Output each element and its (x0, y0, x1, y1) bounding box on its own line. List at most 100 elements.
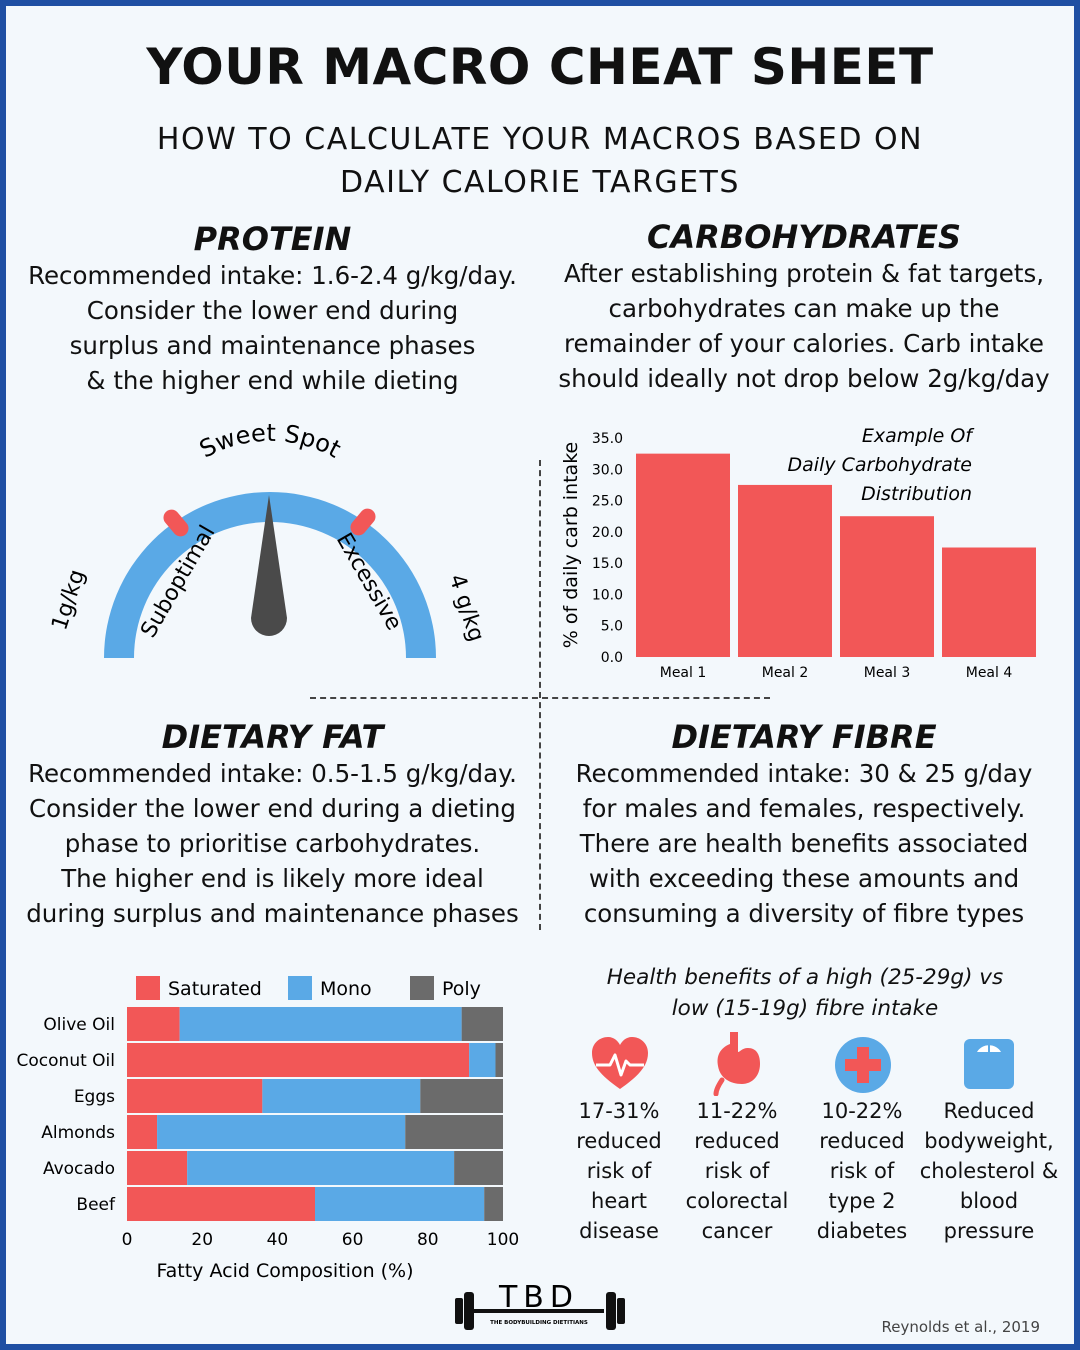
gauge-marker-left (163, 509, 189, 537)
fat-bar-segment (315, 1187, 485, 1221)
scale-icon (964, 1039, 1014, 1089)
carb-chart-title-line: Example Of (862, 425, 975, 447)
dietary-fibre-line: with exceeding these amounts and (588, 864, 1020, 893)
fat-chart-xtick: 60 (342, 1230, 364, 1250)
fat-chart-category: Beef (76, 1195, 116, 1215)
carbohydrates-section: CARBOHYDRATES After establishing protein… (548, 218, 1060, 396)
carb-bar (942, 547, 1036, 657)
protein-line: & the higher end while dieting (86, 366, 459, 395)
dietary-fat-line: The higher end is likely more ideal (61, 864, 484, 893)
gauge-sweet-spot-label: Sweet Spot (195, 420, 345, 464)
fat-bar-segment (405, 1115, 503, 1149)
fat-chart-xlabel: Fatty Acid Composition (%) (156, 1260, 413, 1282)
fibre-benefits-title: Health benefits of a high (25-29g) vs lo… (560, 962, 1050, 1024)
benefit-diabetes: 10-22% reduced risk of type 2 diabetes (803, 1096, 921, 1246)
fat-chart-xtick: 80 (417, 1230, 439, 1250)
benefit-line: reduced (694, 1129, 780, 1153)
carb-chart-ytick: 25.0 (592, 494, 623, 510)
carb-chart-xtick: Meal 1 (660, 665, 707, 681)
dietary-fat-text: Recommended intake: 0.5-1.5 g/kg/day. Co… (20, 756, 525, 931)
fat-chart-category: Eggs (74, 1087, 115, 1107)
benefit-colorectal: 11-22% reduced risk of colorectal cancer (678, 1096, 796, 1246)
benefit-line: reduced (819, 1129, 905, 1153)
dietary-fibre-line: There are health benefits associated (579, 829, 1029, 858)
benefit-line: blood (959, 1189, 1019, 1213)
benefit-line: diabetes (816, 1219, 908, 1243)
fat-chart-xtick: 40 (267, 1230, 289, 1250)
fat-bar-segment (469, 1043, 496, 1077)
subtitle-line: DAILY CALORIE TARGETS (340, 165, 740, 200)
fat-chart-category: Olive Oil (43, 1015, 115, 1035)
fat-chart-xtick: 0 (122, 1230, 133, 1250)
dietary-fibre-text: Recommended intake: 30 & 25 g/day for ma… (548, 756, 1060, 931)
dietary-fat-heading: DIETARY FAT (161, 718, 384, 756)
fat-bar-segment (157, 1115, 406, 1149)
logo-text: TBD (498, 1280, 579, 1315)
benefit-line: pressure (943, 1219, 1035, 1243)
benefit-line: colorectal (685, 1189, 789, 1213)
fat-chart-xtick: 100 (487, 1230, 519, 1250)
benefit-line: risk of (829, 1159, 895, 1183)
fat-chart-xtick: 20 (191, 1230, 213, 1250)
dietary-fat-line: Consider the lower end during a dieting (29, 794, 516, 823)
gauge-left-end: 1g/kg (47, 567, 90, 634)
protein-line: Recommended intake: 1.6-2.4 g/kg/day. (28, 261, 517, 290)
fat-bar-segment (187, 1151, 455, 1185)
benefit-line: 17-31% (578, 1099, 660, 1123)
dietary-fibre-section: DIETARY FIBRE Recommended intake: 30 & 2… (548, 718, 1060, 931)
fat-chart-category: Almonds (41, 1123, 115, 1143)
page-title: YOUR MACRO CHEAT SHEET (146, 38, 934, 96)
dietary-fat-line: Recommended intake: 0.5-1.5 g/kg/day. (28, 759, 517, 788)
logo-subtext: THE BODYBUILDING DIETITIANS (490, 1320, 588, 1326)
fat-bar-segment (454, 1151, 503, 1185)
benefit-line: Reduced (943, 1099, 1035, 1123)
tbd-logo: TBD THE BODYBUILDING DIETITIANS (455, 1280, 625, 1330)
fat-chart-category: Coconut Oil (17, 1051, 115, 1071)
carb-chart-ytick: 15.0 (592, 556, 623, 572)
carb-chart-xtick: Meal 2 (762, 665, 809, 681)
carbohydrates-line: carbohydrates can make up the (608, 294, 1000, 323)
protein-line: surplus and maintenance phases (69, 331, 476, 360)
dietary-fat-line: phase to prioritise carbohydrates. (64, 829, 481, 858)
fat-legend-swatch (410, 976, 434, 1000)
fat-bar-segment (461, 1007, 503, 1041)
carb-bar (840, 516, 934, 657)
fat-legend-swatch (136, 976, 160, 1000)
benefit-line: 11-22% (696, 1099, 778, 1123)
benefit-line: cholesterol & (919, 1159, 1059, 1183)
fat-legend-label: Mono (320, 978, 372, 1000)
protein-gauge: Sweet Spot 1g/kg 4 g/kg Suboptimal Exces… (47, 420, 489, 658)
carbohydrates-text: After establishing protein & fat targets… (548, 256, 1060, 396)
carb-chart-xtick: Meal 3 (864, 665, 911, 681)
protein-line: Consider the lower end during (86, 296, 459, 325)
medical-cross-icon (835, 1037, 891, 1093)
fat-legend-label: Poly (442, 978, 481, 1000)
fibre-benefits-title-line: low (15-19g) fibre intake (671, 996, 939, 1021)
carbohydrates-heading: CARBOHYDRATES (646, 218, 962, 256)
benefit-heart: 17-31% reduced risk of heart disease (560, 1096, 678, 1246)
dietary-fibre-heading: DIETARY FIBRE (671, 718, 937, 756)
gauge-sweet-spot: Sweet Spot (195, 420, 345, 464)
vertical-divider (539, 460, 541, 930)
heart-pulse-icon (592, 1037, 648, 1089)
benefit-line: reduced (576, 1129, 662, 1153)
stomach-icon (713, 1032, 760, 1096)
benefit-line: heart (591, 1189, 647, 1213)
subtitle-line: HOW TO CALCULATE YOUR MACROS BASED ON (156, 122, 924, 157)
citation: Reynolds et al., 2019 (881, 1318, 1040, 1336)
carb-chart-ytick: 30.0 (592, 462, 623, 478)
benefit-line: cancer (701, 1219, 773, 1243)
carb-chart-title-line: Daily Carbohydrate (788, 454, 972, 476)
fat-bar-segment (127, 1151, 188, 1185)
dietary-fat-line: during surplus and maintenance phases (26, 899, 519, 928)
protein-heading: PROTEIN (193, 220, 352, 258)
gauge-arc (104, 492, 436, 658)
benefit-line: risk of (586, 1159, 652, 1183)
benefit-line: disease (579, 1219, 659, 1243)
fat-bar-segment (127, 1007, 180, 1041)
dietary-fibre-line: consuming a diversity of fibre types (583, 899, 1025, 928)
dietary-fibre-line: for males and females, respectively. (582, 794, 1026, 823)
carbohydrates-line: should ideally not drop below 2g/kg/day (558, 364, 1050, 393)
carb-chart-title-line: Distribution (861, 483, 972, 505)
fat-legend-swatch (288, 976, 312, 1000)
